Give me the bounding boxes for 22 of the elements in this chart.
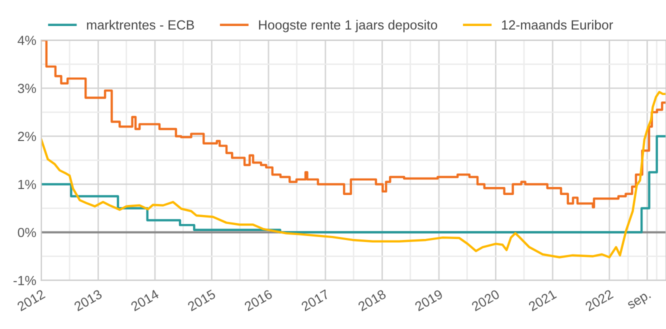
y-tick-label: 3%	[18, 84, 36, 94]
x-tick-label: sep.	[627, 291, 652, 312]
y-tick-label: 0%	[18, 228, 36, 238]
x-tick-label: 2019	[414, 289, 444, 312]
x-tick-label: 2018	[358, 289, 387, 312]
y-tick-label: 2%	[18, 132, 36, 142]
x-tick-label: 2022	[584, 289, 614, 312]
legend-label: Hoogste rente 1 jaars deposito	[259, 20, 438, 32]
legend-label: 12-maands Euribor	[502, 20, 614, 30]
y-tick-label: -1%	[14, 276, 36, 286]
x-tick-label: 2013	[74, 289, 103, 312]
x-tick-label: 2016	[244, 289, 273, 312]
x-tick-label: 2020	[471, 289, 500, 312]
x-tick-label: 2017	[300, 289, 330, 312]
y-tick-label: 1%	[18, 180, 36, 190]
line-series	[41, 90, 666, 258]
x-tick-label: 2012	[16, 289, 46, 312]
legend-label: marktrentes - ECB	[87, 20, 194, 30]
x-tick-label: 2015	[187, 289, 216, 312]
y-tick-label: 4%	[18, 36, 36, 45]
x-tick-label: 2014	[130, 289, 160, 312]
x-tick-label: 2021	[528, 289, 557, 312]
